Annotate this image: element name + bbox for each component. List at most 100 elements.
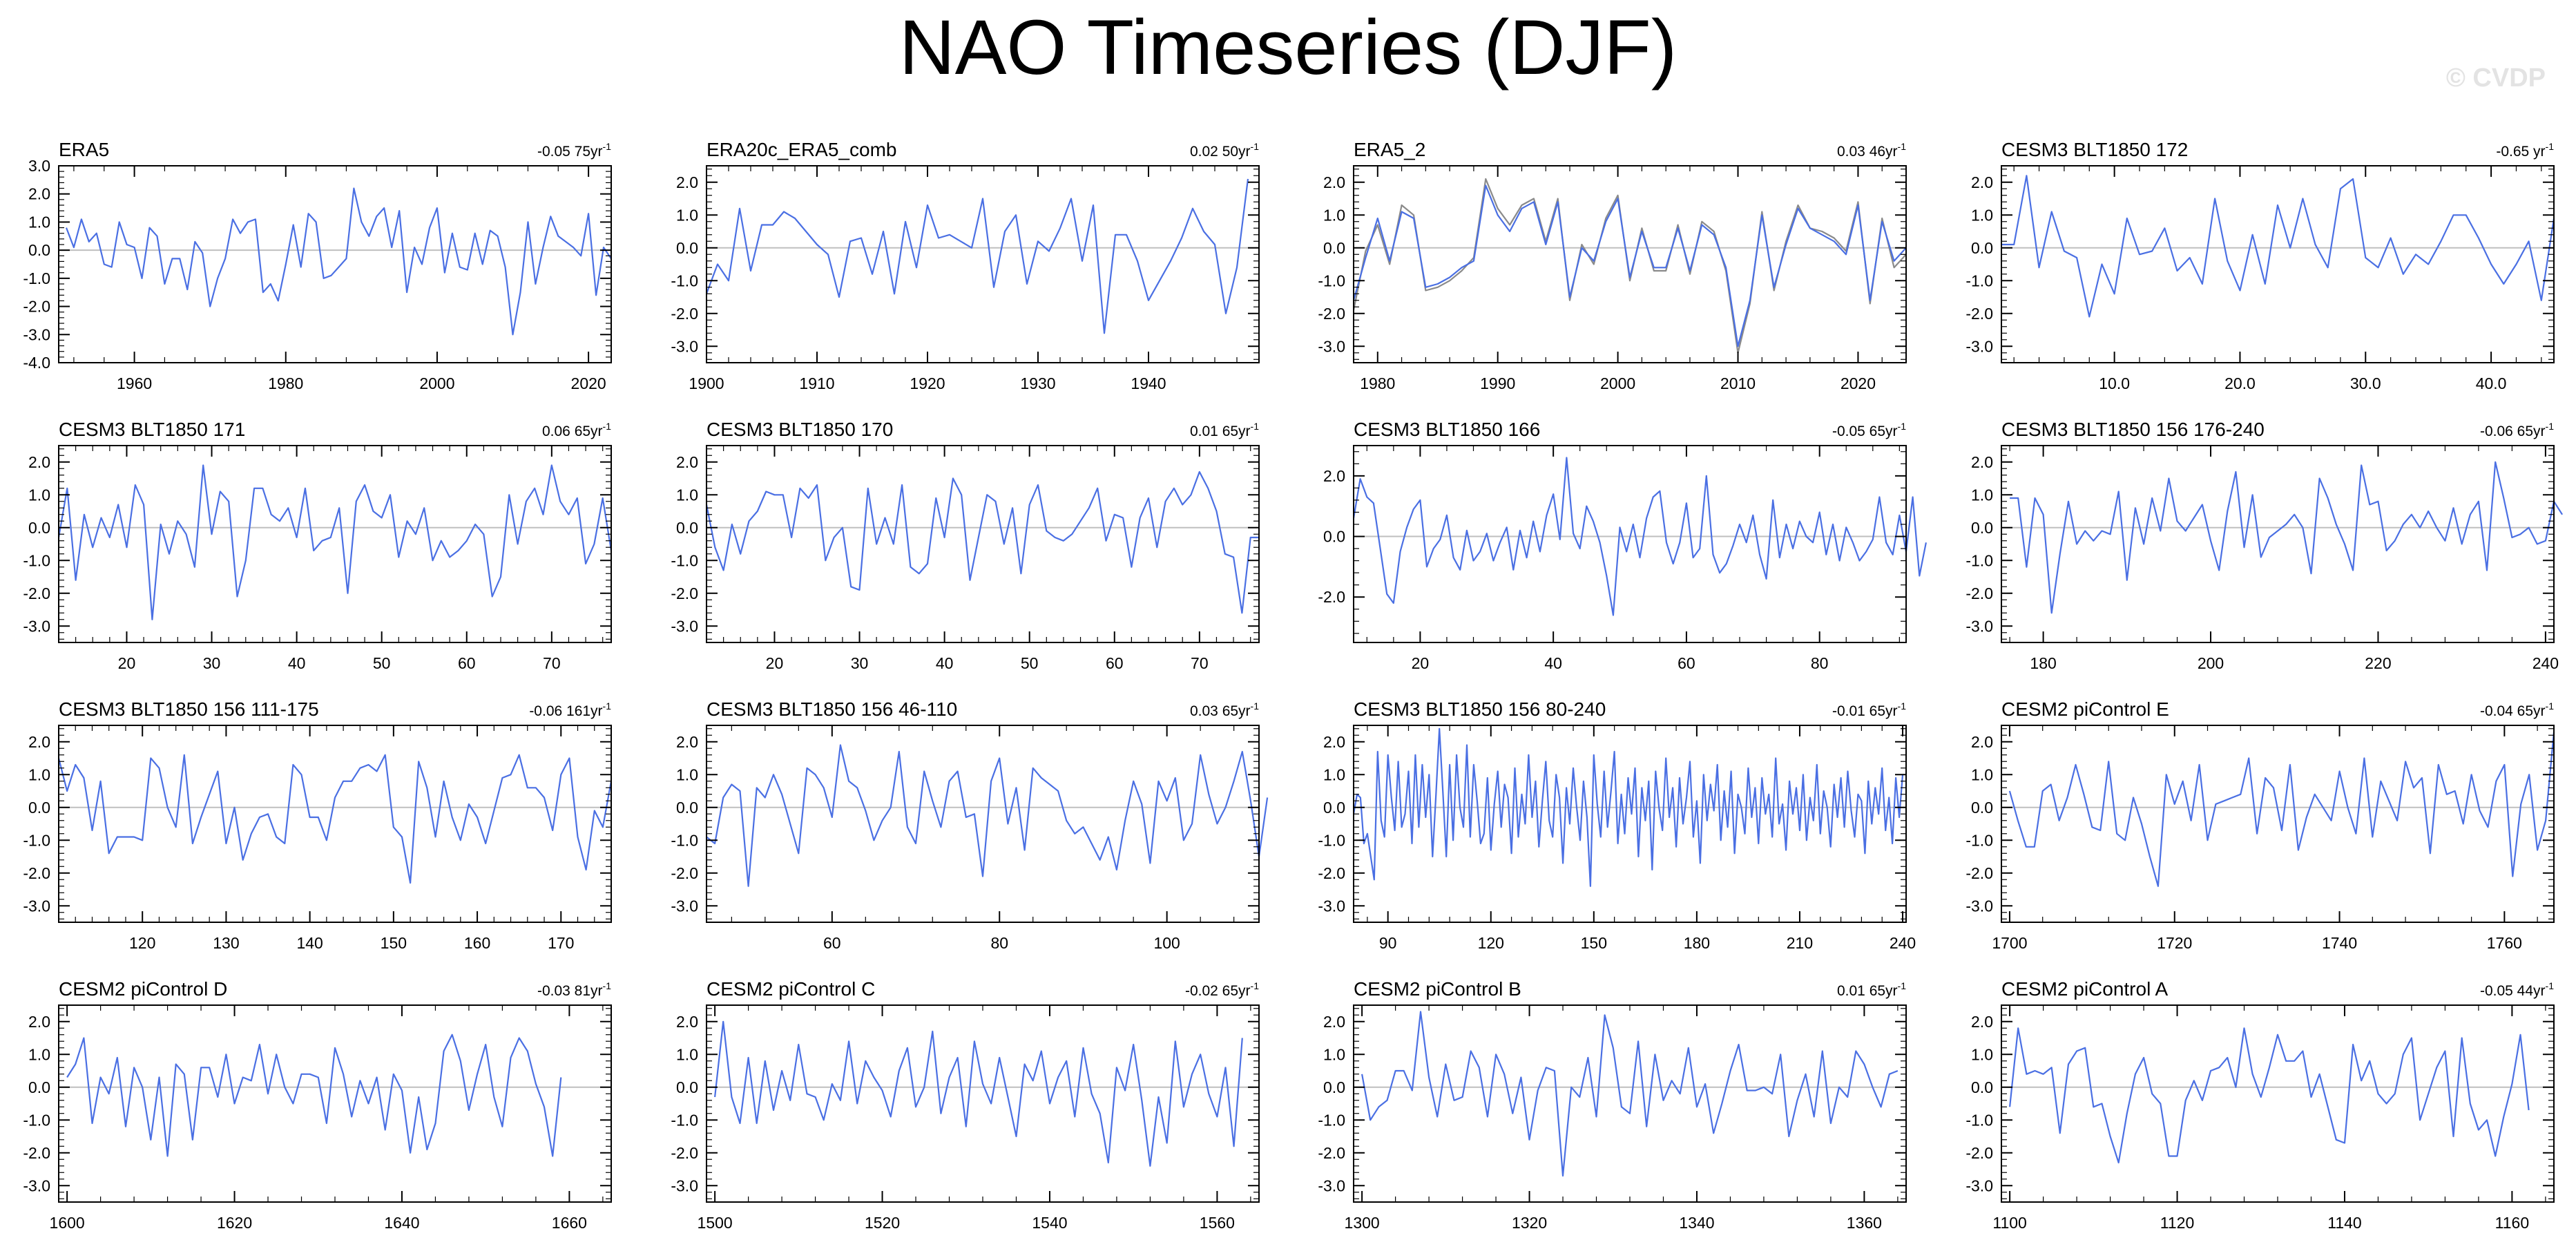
trend-label: 0.06 65yr-1: [542, 421, 611, 439]
trend-label: -0.04 65yr-1: [2480, 701, 2554, 719]
x-tick-label: 240: [2532, 654, 2559, 672]
y-tick-label: 0.0: [676, 1078, 698, 1096]
panel-title: CESM2 piControl E: [2001, 698, 2169, 720]
y-tick-label: 1.0: [1323, 1045, 1345, 1063]
x-tick-label: 1620: [217, 1214, 252, 1232]
y-tick-label: -1.0: [1965, 831, 1993, 849]
panel-title: ERA5_2: [1354, 139, 1425, 160]
x-tick-label: 60: [1678, 654, 1695, 672]
y-tick-label: -3.0: [671, 617, 698, 635]
trend-exponent: -1: [2546, 421, 2555, 432]
y-tick-label: 2.0: [676, 1013, 698, 1031]
x-tick-label: 20.0: [2224, 374, 2256, 392]
x-tick-label: 1100: [1992, 1214, 2026, 1232]
x-tick-label: 140: [296, 934, 323, 952]
y-tick-label: 0.0: [676, 519, 698, 537]
panel-11: CESM3 BLT1850 156 80-240 -0.01 65yr-1 -3.0…: [1318, 698, 1916, 952]
y-tick-label: 0.0: [1323, 1078, 1345, 1096]
y-tick-label: -1.0: [1318, 831, 1345, 849]
plot-frame: [2001, 165, 2555, 363]
x-tick-label: 200: [2198, 654, 2224, 672]
y-tick-label: -2.0: [1318, 588, 1345, 606]
panel-title: CESM2 piControl A: [2001, 978, 2169, 1000]
panel-10: CESM3 BLT1850 156 46-110 0.03 65yr-1 -3.0 -…: [671, 698, 1269, 952]
plot-frame: [1353, 725, 1907, 923]
x-tick-label: 2000: [1600, 374, 1635, 392]
x-tick-label: 150: [381, 934, 407, 952]
x-tick-label: 1340: [1679, 1214, 1714, 1232]
x-tick-label: 20: [766, 654, 784, 672]
y-tick-label: 2.0: [676, 733, 698, 751]
x-tick-label: 60: [1106, 654, 1124, 672]
y-tick-label: -2.0: [23, 864, 50, 882]
y-tick-label: 0.0: [1323, 528, 1345, 546]
y-tick-label: 2.0: [1323, 467, 1345, 485]
x-tick-label: 1740: [2322, 934, 2357, 952]
trend-label: 0.01 65yr-1: [1190, 421, 1259, 439]
y-tick-label: 1.0: [28, 486, 50, 504]
y-tick-label: 2.0: [28, 733, 50, 751]
page-title: NAO Timeseries (DJF): [898, 4, 1678, 90]
trend-label: 0.01 65yr-1: [1837, 980, 1906, 999]
x-tick-label: 1900: [689, 374, 724, 392]
trend-label: -0.01 65yr-1: [1832, 701, 1906, 719]
trend-exponent: -1: [1898, 980, 1907, 991]
x-tick-label: 1540: [1032, 1214, 1067, 1232]
plot-frame: [706, 1004, 1260, 1203]
x-tick-label: 60: [823, 934, 841, 952]
x-tick-label: 30.0: [2350, 374, 2381, 392]
y-tick-label: -1.0: [23, 1111, 50, 1129]
x-tick-label: 1300: [1345, 1214, 1380, 1232]
y-tick-label: -2.0: [1965, 305, 1993, 323]
y-tick-label: 0.0: [28, 241, 50, 259]
trend-label: -0.05 75yr-1: [537, 141, 611, 160]
panel-title: ERA20c_ERA5_comb: [707, 139, 896, 160]
nao-series-line: [705, 470, 1259, 614]
trend-label: -0.06 161yr-1: [529, 701, 611, 719]
panel-title: CESM2 piControl C: [707, 978, 875, 1000]
nao-series-line: [2009, 1027, 2530, 1164]
y-tick-label: -2.0: [23, 1144, 50, 1162]
plot-frame: [1353, 445, 1907, 643]
y-tick-label: 0.0: [28, 1078, 50, 1096]
y-tick-label: -3.0: [671, 897, 698, 915]
y-tick-label: 2.0: [1971, 173, 1993, 191]
x-tick-label: 2020: [1840, 374, 1876, 392]
nao-series-line: [2008, 732, 2555, 887]
y-tick-label: 0.0: [28, 519, 50, 537]
plot-frame: [2001, 445, 2555, 643]
x-tick-label: 170: [548, 934, 574, 952]
y-tick-label: 0.0: [1323, 799, 1345, 817]
x-tick-label: 1760: [2487, 934, 2522, 952]
panel-1: ERA5 -0.05 75yr-1 -4.0 -3.0 -2.0 -1.0 0.0 1.0 2.…: [23, 139, 612, 392]
y-tick-label: -2.0: [1965, 1144, 1993, 1162]
nao-series-line: [66, 1033, 562, 1157]
y-tick-label: 1.0: [676, 486, 698, 504]
y-tick-label: -1.0: [1965, 271, 1993, 289]
trend-label: 0.03 65yr-1: [1190, 701, 1259, 719]
y-tick-label: 0.0: [1323, 239, 1345, 257]
nao-series-line: [57, 754, 613, 884]
x-tick-label: 40: [1544, 654, 1562, 672]
y-tick-label: -3.0: [1965, 617, 1993, 635]
trend-label: -0.03 81yr-1: [537, 980, 611, 999]
x-tick-label: 1140: [2327, 1214, 2361, 1232]
y-tick-label: 2.0: [1971, 453, 1993, 471]
trend-label: -0.65 yr-1: [2496, 141, 2554, 160]
y-tick-label: -3.0: [1965, 1176, 1993, 1194]
y-tick-label: -2.0: [671, 1144, 698, 1162]
nao-series-line: [1352, 184, 1907, 347]
plot-frame: [706, 445, 1260, 643]
y-tick-label: 2.0: [28, 185, 50, 203]
panel-14: CESM2 piControl C -0.02 65yr-1 -3.0 -2.0 -1.…: [671, 978, 1260, 1232]
panel-7: CESM3 BLT1850 166 -0.05 65yr-1 -2.0 0.0 2.0 2…: [1318, 419, 1927, 672]
y-tick-label: 0.0: [1971, 519, 1993, 537]
plot-frame: [58, 165, 612, 363]
x-tick-label: 20: [1412, 654, 1430, 672]
x-tick-label: 1600: [50, 1214, 85, 1232]
y-tick-label: 1.0: [676, 206, 698, 224]
nao-series-line: [1352, 457, 1927, 616]
x-tick-label: 1720: [2157, 934, 2192, 952]
trend-label: 0.03 46yr-1: [1837, 141, 1906, 160]
x-tick-label: 220: [2365, 654, 2391, 672]
